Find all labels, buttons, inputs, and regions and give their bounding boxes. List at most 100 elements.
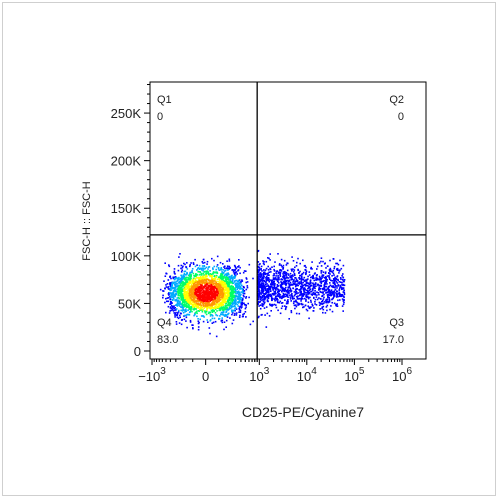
event-dot — [212, 321, 215, 324]
event-dot — [223, 276, 226, 278]
x-tick-label: 103 — [249, 366, 269, 384]
event-dot — [216, 272, 219, 274]
event-dot — [316, 294, 318, 296]
event-dot — [190, 308, 193, 310]
event-dot — [189, 303, 191, 305]
event-dot — [229, 307, 232, 310]
event-dot — [260, 265, 263, 268]
event-dot — [193, 281, 196, 284]
event-dot — [240, 281, 242, 284]
event-dot — [322, 288, 324, 291]
event-dot — [298, 298, 300, 300]
event-dot — [304, 269, 306, 271]
event-dot — [237, 302, 240, 304]
event-dot — [172, 293, 175, 296]
event-dot — [316, 265, 319, 268]
event-dot — [278, 301, 281, 304]
event-dot — [216, 302, 218, 305]
event-dot — [193, 308, 196, 310]
event-dot — [291, 297, 294, 299]
event-dot — [342, 295, 345, 297]
event-dot — [269, 286, 271, 288]
event-dot — [325, 278, 327, 280]
event-dot — [242, 313, 244, 316]
event-dot — [336, 303, 338, 305]
event-dot — [334, 286, 336, 289]
event-dot — [266, 290, 268, 292]
event-dot — [243, 303, 246, 306]
event-dot — [207, 268, 209, 270]
event-dot — [257, 298, 259, 301]
event-dot — [202, 262, 204, 264]
event-dot — [322, 274, 325, 276]
event-dot — [271, 303, 273, 306]
event-dot — [237, 280, 240, 283]
event-dot — [322, 291, 324, 293]
event-dot — [189, 281, 192, 283]
event-dot — [180, 306, 183, 309]
event-dot — [328, 274, 330, 277]
event-dot — [196, 315, 198, 318]
event-dot — [300, 282, 303, 284]
event-dot — [334, 289, 337, 291]
event-dot — [293, 294, 296, 297]
event-dot — [172, 310, 175, 312]
event-dot — [300, 292, 302, 295]
event-dot — [201, 288, 203, 291]
event-dot — [180, 277, 183, 279]
event-dot — [260, 268, 262, 271]
event-dot — [287, 299, 289, 301]
event-dot — [174, 314, 176, 316]
event-dot — [302, 271, 305, 274]
event-dot — [186, 306, 188, 308]
event-dot — [188, 303, 190, 305]
event-dot — [298, 303, 301, 305]
event-dot — [342, 278, 344, 281]
event-dot — [220, 306, 223, 308]
event-dot — [220, 311, 223, 314]
event-dot — [261, 277, 263, 279]
event-dot — [263, 261, 265, 263]
event-dot — [294, 281, 296, 283]
event-dot — [203, 286, 206, 289]
event-dot — [273, 291, 275, 293]
event-dot — [315, 277, 317, 279]
event-dot — [298, 278, 301, 280]
event-dot — [180, 303, 182, 305]
event-dot — [328, 293, 330, 296]
event-dot — [237, 282, 239, 285]
event-dot — [192, 308, 195, 310]
event-dot — [192, 285, 195, 288]
event-dot — [196, 277, 198, 279]
event-dot — [196, 288, 198, 291]
event-dot — [196, 312, 198, 315]
event-dot — [258, 263, 260, 266]
event-dot — [324, 272, 327, 275]
quadrant-gate[interactable] — [150, 82, 426, 359]
event-dot — [322, 308, 325, 311]
event-dot — [175, 292, 177, 295]
event-dot — [257, 282, 259, 285]
event-dot — [213, 317, 216, 320]
event-dot — [181, 319, 183, 321]
event-dot — [216, 289, 218, 291]
event-dot — [272, 274, 275, 277]
event-dot — [233, 302, 236, 305]
event-dot — [321, 302, 323, 305]
event-dot — [262, 292, 264, 294]
event-dot — [285, 273, 288, 276]
event-dot — [301, 276, 303, 278]
event-dot — [178, 282, 181, 284]
event-dot — [260, 299, 263, 301]
event-dot — [326, 294, 329, 296]
event-dot — [313, 283, 316, 286]
event-dot — [173, 268, 176, 270]
event-dot — [226, 275, 228, 277]
event-dot — [285, 281, 287, 284]
event-dot — [285, 293, 287, 295]
event-dot — [302, 289, 305, 291]
event-dot — [220, 301, 222, 304]
event-dot — [229, 301, 232, 303]
event-dot — [175, 321, 178, 323]
